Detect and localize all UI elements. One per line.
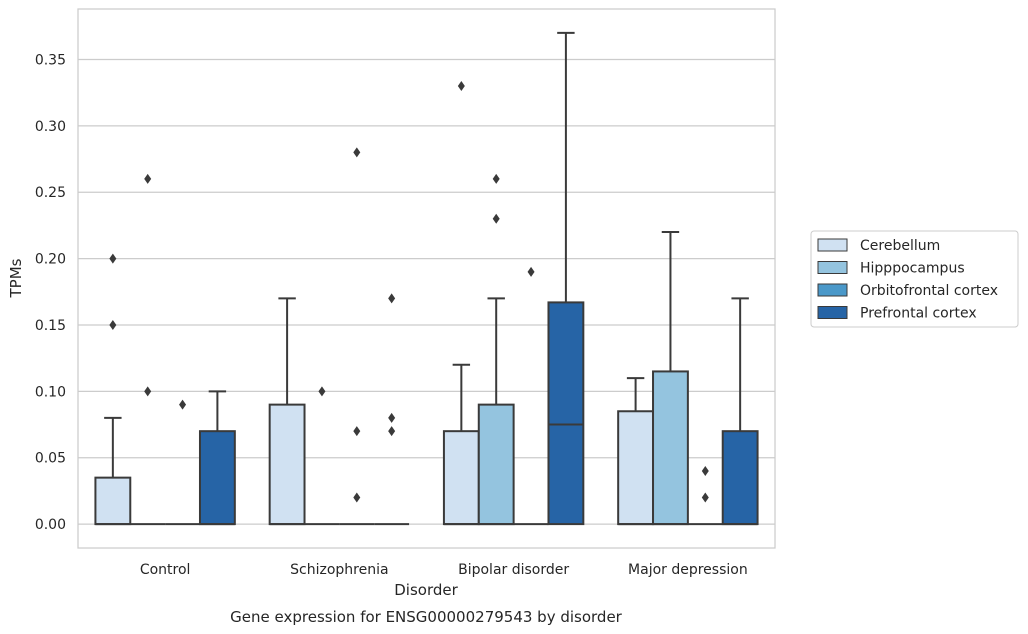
y-tick-label: 0.10 <box>35 384 66 400</box>
legend-label: Hipppocampus <box>860 261 965 277</box>
outlier-point <box>701 492 709 503</box>
outlier-point <box>109 253 117 264</box>
box-rect <box>652 370 689 526</box>
box-group <box>339 147 375 526</box>
box-group <box>165 399 200 526</box>
legend-swatch <box>817 283 848 297</box>
legend-label: Cerebellum <box>860 238 940 254</box>
outlier-point <box>179 399 187 410</box>
outlier-point <box>457 81 465 91</box>
grid-lines <box>78 58 775 525</box>
y-tick-label: 0.05 <box>35 451 66 467</box>
box-rect <box>477 403 515 526</box>
outlier-point <box>388 293 396 304</box>
outlier-point <box>353 147 361 158</box>
box-rect <box>268 403 306 526</box>
outlier-point <box>318 386 326 397</box>
y-tick-label: 0.35 <box>35 52 66 68</box>
legend-swatch <box>817 306 848 319</box>
box-group <box>268 297 306 526</box>
y-tick-label: 0.30 <box>35 119 66 135</box>
outlier-point <box>353 426 361 437</box>
box-rect <box>94 476 132 526</box>
x-tick-labels: Control Schizophrenia Bipolar disorder Majo… <box>140 562 748 578</box>
box-rect <box>198 430 236 526</box>
box-group <box>547 31 585 526</box>
outlier-point <box>388 412 396 423</box>
box-rect <box>617 410 655 526</box>
outlier-point <box>492 213 500 224</box>
box-group <box>442 81 480 526</box>
outlier-point <box>388 426 396 437</box>
x-tick-label: Bipolar disorder <box>458 562 569 578</box>
box-group <box>198 390 236 526</box>
outlier-point <box>353 492 361 503</box>
x-tick-label: Control <box>140 562 191 578</box>
box-group <box>304 386 340 526</box>
y-tick-labels: 0.00 0.05 0.10 0.15 0.20 0.25 0.30 0.35 <box>35 52 66 533</box>
box-group <box>477 173 515 526</box>
legend-swatch <box>817 238 848 252</box>
outlier-point <box>144 386 152 397</box>
legend: Cerebellum Hipppocampus Orbitofrontal cort… <box>810 230 1019 328</box>
box-rect <box>547 301 585 526</box>
box-group <box>513 266 549 526</box>
legend-swatch <box>817 261 848 274</box>
x-tick-label: Schizophrenia <box>290 562 388 578</box>
y-tick-label: 0.15 <box>35 318 66 334</box>
y-tick-label: 0.25 <box>35 185 66 201</box>
figure-caption: Gene expression for ENSG00000279543 by d… <box>230 608 623 626</box>
y-tick-label: 0.00 <box>35 517 66 533</box>
outlier-point <box>492 173 500 184</box>
legend-label: Orbitofrontal cortex <box>860 283 998 299</box>
x-tick-label: Major depression <box>628 562 748 578</box>
boxes <box>94 31 759 526</box>
box-group <box>130 173 166 526</box>
box-rect <box>442 430 480 526</box>
plot-frame <box>77 8 776 549</box>
x-axis-label: Disorder <box>394 581 458 599</box>
legend-frame <box>810 230 1019 328</box>
box-group <box>652 231 689 526</box>
outlier-point <box>109 319 117 330</box>
y-tick-label: 0.20 <box>35 252 66 268</box>
box-group <box>94 253 132 526</box>
box-group <box>721 297 759 526</box>
outlier-point <box>144 173 152 184</box>
box-group <box>374 293 410 526</box>
box-group <box>687 466 723 526</box>
box-group <box>617 377 655 526</box>
legend-label: Prefrontal cortex <box>860 306 977 322</box>
outlier-point <box>701 466 709 476</box>
outlier-point <box>527 266 535 277</box>
box-rect <box>721 430 759 526</box>
y-axis-label: TPMs <box>7 258 25 298</box>
